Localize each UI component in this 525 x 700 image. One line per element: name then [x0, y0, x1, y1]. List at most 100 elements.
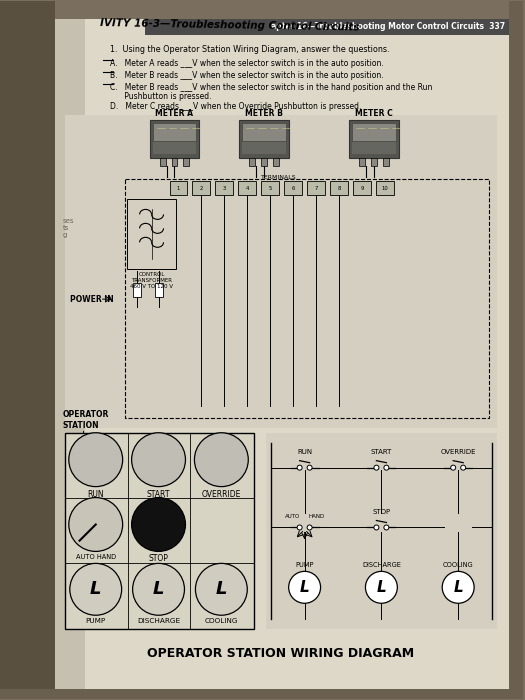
- Text: apter 16—Troubleshooting Motor Control Circuits  337: apter 16—Troubleshooting Motor Control C…: [271, 22, 506, 32]
- Text: COOLING: COOLING: [205, 618, 238, 624]
- Bar: [55, 19, 85, 689]
- Text: 1: 1: [177, 186, 180, 191]
- Text: 7: 7: [314, 186, 318, 191]
- Text: DISCHARGE: DISCHARGE: [362, 562, 401, 568]
- Text: Pushbutton is pressed.: Pushbutton is pressed.: [110, 92, 211, 101]
- Circle shape: [442, 571, 474, 603]
- Bar: [376, 181, 394, 195]
- Text: 5: 5: [268, 186, 272, 191]
- Circle shape: [365, 571, 397, 603]
- Circle shape: [69, 498, 123, 552]
- Circle shape: [374, 525, 379, 530]
- Bar: [249, 158, 255, 165]
- Bar: [261, 181, 279, 195]
- Text: L: L: [153, 580, 164, 598]
- Circle shape: [132, 498, 185, 552]
- Text: 6: 6: [291, 186, 295, 191]
- Bar: [124, 179, 489, 418]
- Text: 8: 8: [338, 186, 341, 191]
- Circle shape: [133, 564, 184, 615]
- Text: METER B: METER B: [245, 108, 283, 118]
- Circle shape: [132, 433, 185, 486]
- Text: COOLING: COOLING: [443, 562, 474, 568]
- Bar: [509, 1, 523, 699]
- Bar: [261, 158, 267, 165]
- Circle shape: [384, 466, 389, 470]
- Circle shape: [69, 433, 123, 486]
- Text: OVERRIDE: OVERRIDE: [440, 449, 476, 455]
- Bar: [160, 158, 165, 165]
- Text: PUMP: PUMP: [296, 562, 314, 568]
- Circle shape: [307, 525, 312, 530]
- Bar: [144, 19, 509, 35]
- Bar: [266, 433, 497, 629]
- Circle shape: [307, 466, 312, 470]
- Text: RUN: RUN: [297, 449, 312, 455]
- Text: 2: 2: [200, 186, 203, 191]
- Text: OPERATOR STATION WIRING DIAGRAM: OPERATOR STATION WIRING DIAGRAM: [147, 647, 414, 660]
- Bar: [383, 158, 389, 165]
- Text: B.   Meter B reads ___V when the selector switch is in the auto position.: B. Meter B reads ___V when the selector …: [110, 71, 383, 80]
- Text: AUTO: AUTO: [285, 514, 300, 519]
- Circle shape: [450, 466, 456, 470]
- Text: D.   Meter C reads ___V when the Override Pushbutton is pressed.: D. Meter C reads ___V when the Override …: [110, 102, 361, 111]
- Circle shape: [460, 466, 466, 470]
- Bar: [238, 181, 256, 195]
- Bar: [349, 120, 399, 158]
- Text: OVERRIDE: OVERRIDE: [202, 489, 241, 498]
- Text: METER C: METER C: [355, 108, 393, 118]
- Text: L: L: [376, 580, 386, 595]
- Text: 9: 9: [360, 186, 364, 191]
- Bar: [127, 199, 176, 270]
- Text: 3: 3: [223, 186, 226, 191]
- Bar: [170, 181, 187, 195]
- Bar: [153, 122, 196, 141]
- Text: METER A: METER A: [155, 108, 194, 118]
- Circle shape: [297, 466, 302, 470]
- Text: L: L: [300, 580, 310, 595]
- Bar: [55, 19, 509, 689]
- Bar: [154, 284, 163, 298]
- Text: POWER IN: POWER IN: [70, 295, 113, 304]
- Bar: [307, 181, 325, 195]
- Bar: [193, 181, 211, 195]
- Circle shape: [384, 525, 389, 530]
- Bar: [239, 120, 289, 158]
- Text: DISCHARGE: DISCHARGE: [137, 618, 180, 624]
- Bar: [65, 433, 254, 629]
- Text: A.   Meter A reads ___V when the selector switch is in the auto position.: A. Meter A reads ___V when the selector …: [110, 59, 383, 68]
- Bar: [330, 181, 348, 195]
- Text: L: L: [216, 580, 227, 598]
- Text: STOP: STOP: [149, 554, 169, 564]
- Bar: [0, 689, 523, 699]
- Bar: [153, 141, 196, 153]
- Bar: [359, 158, 365, 165]
- Bar: [371, 158, 377, 165]
- Bar: [215, 181, 233, 195]
- Text: AUTO HAND: AUTO HAND: [76, 554, 116, 561]
- Bar: [353, 181, 371, 195]
- Bar: [65, 115, 497, 428]
- Text: 1.  Using the Operator Station Wiring Diagram, answer the questions.: 1. Using the Operator Station Wiring Dia…: [110, 45, 389, 54]
- Text: IVITY 16-3—Troubleshooting Control Circuits: IVITY 16-3—Troubleshooting Control Circu…: [100, 18, 359, 33]
- Bar: [133, 284, 141, 298]
- Bar: [243, 141, 286, 153]
- Bar: [284, 181, 302, 195]
- Text: 10: 10: [382, 186, 388, 191]
- Bar: [0, 1, 55, 699]
- Text: TERMINALS: TERMINALS: [261, 176, 297, 181]
- Bar: [243, 122, 286, 141]
- Bar: [273, 158, 279, 165]
- Text: L: L: [90, 580, 101, 598]
- Bar: [150, 120, 200, 158]
- Circle shape: [289, 571, 321, 603]
- Circle shape: [194, 433, 248, 486]
- Bar: [352, 141, 396, 153]
- Text: 4: 4: [246, 186, 249, 191]
- Text: START: START: [371, 449, 392, 455]
- Bar: [172, 158, 177, 165]
- Circle shape: [297, 525, 302, 530]
- Bar: [183, 158, 190, 165]
- Text: HAND: HAND: [309, 514, 324, 519]
- Text: RUN: RUN: [87, 489, 104, 498]
